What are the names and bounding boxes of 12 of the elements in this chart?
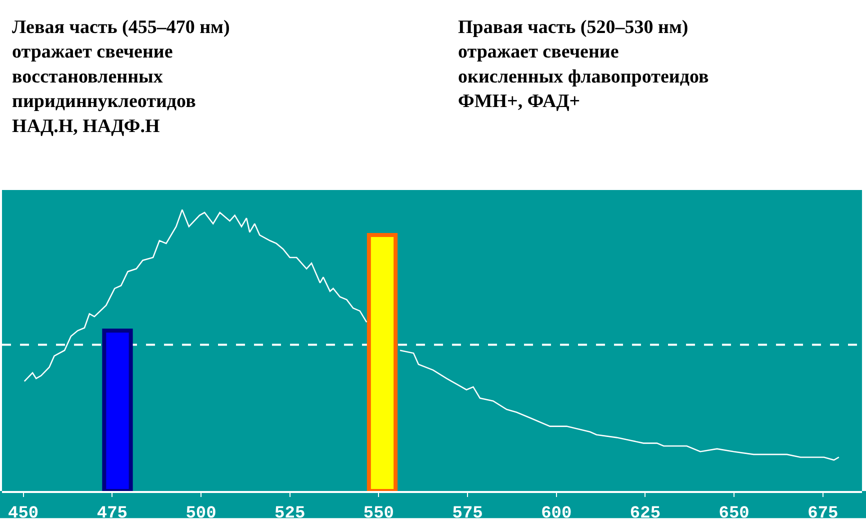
- text: Правая часть (520–530 нм) отражает свечение окисленных флавопротеидов ФМН+, ФАД+: [458, 17, 709, 112]
- x-tick-label: 525: [274, 504, 306, 524]
- x-tick-label: 600: [541, 504, 572, 524]
- x-tick-label: 675: [808, 504, 838, 524]
- x-tick-label: 575: [452, 504, 483, 524]
- x-tick-label: 650: [718, 504, 750, 524]
- x-tick-label: 500: [186, 504, 216, 524]
- x-tick-label: 450: [8, 504, 39, 524]
- x-tick-label: 625: [630, 504, 661, 524]
- x-tick-label: 475: [96, 504, 128, 524]
- x-tick-label: 550: [363, 504, 394, 524]
- text: Левая часть (455–470 нм) отражает свечение восстановленных пиридиннуклеотидов НАД.Н, НАДФ.Н: [12, 17, 230, 137]
